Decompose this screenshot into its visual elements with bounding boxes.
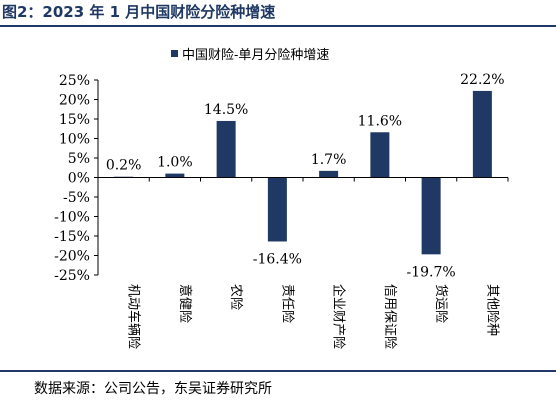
data-labels: 0.2% 1.0% 14.5% -16.4% 1.7% 11.6% -19.7% 22.2% bbox=[106, 72, 505, 280]
legend: 中国财险-单月分险种增速 bbox=[171, 48, 329, 63]
x-axis: 机动车辆险 意健险 农险 责任险 企业财产险 信用保证险 货运险 其他险种 bbox=[97, 177, 509, 349]
category-label: 意健险 bbox=[177, 284, 193, 323]
bar bbox=[165, 173, 185, 178]
data-label: -16.4% bbox=[253, 251, 302, 267]
category-label: 货运险 bbox=[433, 284, 449, 323]
data-label: 1.0% bbox=[157, 155, 193, 171]
legend-swatch bbox=[171, 50, 178, 57]
bar-chart: 中国财险-单月分险种增速 25% 20% 15% 10% 5% 0% -5% -10% -15%… bbox=[54, 48, 509, 349]
y-tick-label: 20% bbox=[59, 93, 90, 109]
category-label: 其他险种 bbox=[484, 284, 499, 336]
data-label: 11.6% bbox=[358, 113, 402, 129]
bar bbox=[216, 120, 236, 178]
category-label: 机动车辆险 bbox=[126, 284, 142, 349]
top-rule bbox=[0, 25, 556, 27]
category-label: 企业财产险 bbox=[331, 284, 347, 349]
y-tick-label: -20% bbox=[54, 249, 90, 265]
y-tick-label: -10% bbox=[54, 210, 90, 226]
y-tick-label: 0% bbox=[68, 171, 90, 187]
y-axis: 25% 20% 15% 10% 5% 0% -5% -10% -15% -20% -25% bbox=[54, 73, 99, 284]
data-label: -19.7% bbox=[407, 264, 456, 280]
bar bbox=[267, 177, 287, 242]
bar bbox=[319, 170, 339, 178]
category-label: 农险 bbox=[228, 284, 243, 310]
bar bbox=[421, 177, 441, 255]
data-label: 1.7% bbox=[311, 152, 347, 168]
bars bbox=[114, 90, 492, 255]
y-tick-label: 15% bbox=[59, 112, 90, 128]
y-tick-label: -15% bbox=[54, 229, 90, 245]
data-label: 22.2% bbox=[460, 72, 504, 88]
y-tick-label: 10% bbox=[59, 132, 90, 148]
source-note: 数据来源：公司公告，东吴证券研究所 bbox=[34, 381, 272, 397]
y-tick-label: -5% bbox=[63, 190, 90, 206]
bar bbox=[472, 90, 492, 178]
category-label: 信用保证险 bbox=[382, 284, 397, 349]
figure-title: 图2：2023 年 1 月中国财险分险种增速 bbox=[2, 3, 276, 21]
y-tick-label: 25% bbox=[59, 73, 90, 89]
y-tick-label: 5% bbox=[68, 151, 90, 167]
category-label: 责任险 bbox=[279, 284, 294, 323]
bar bbox=[370, 132, 390, 178]
data-label: 14.5% bbox=[204, 102, 248, 118]
y-tick-label: -25% bbox=[54, 268, 90, 284]
bottom-rule bbox=[0, 370, 556, 372]
data-label: 0.2% bbox=[106, 158, 142, 174]
legend-label: 中国财险-单月分险种增速 bbox=[182, 48, 329, 63]
